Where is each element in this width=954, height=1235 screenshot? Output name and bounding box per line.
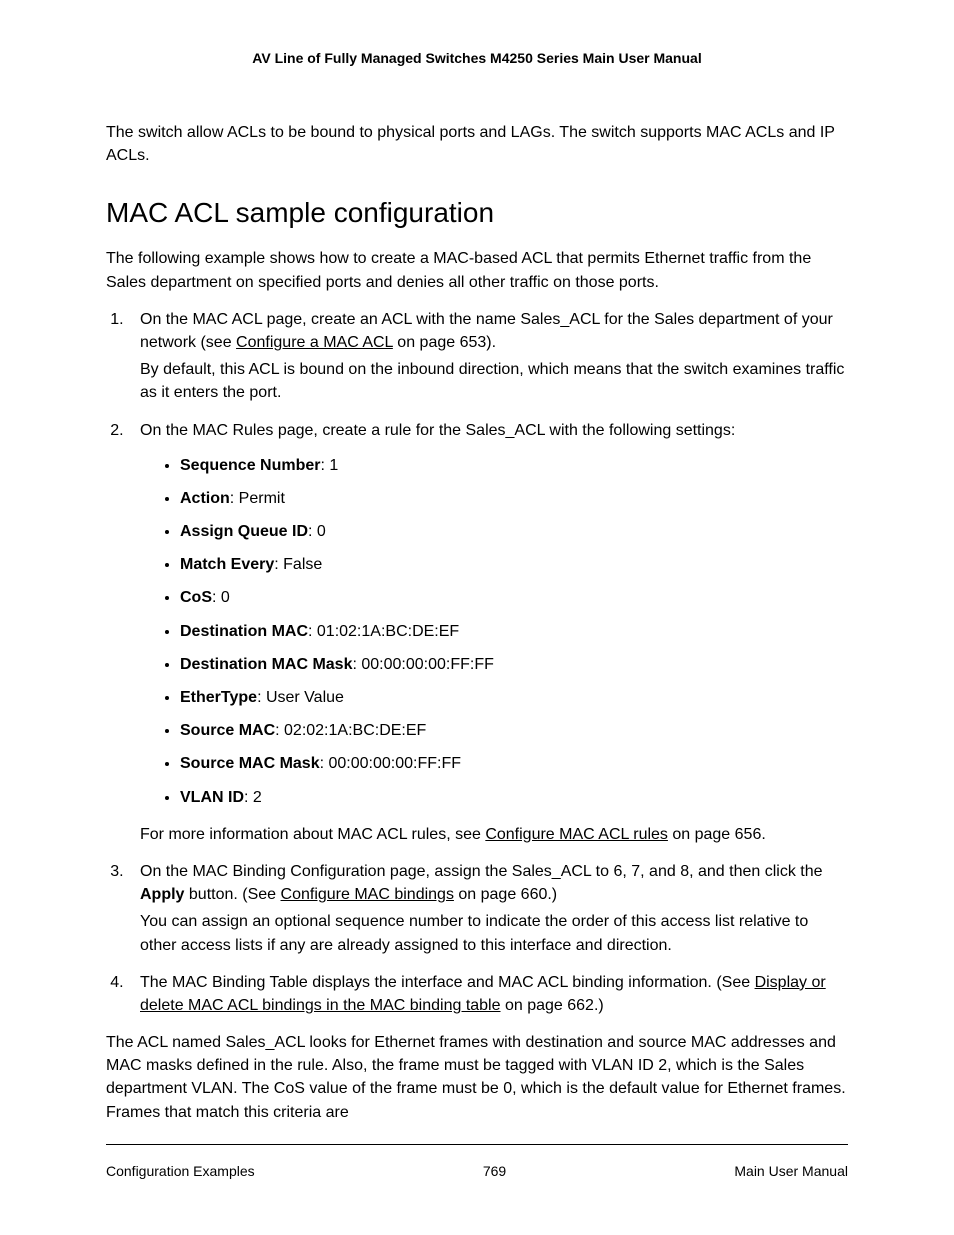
rule-label: Action bbox=[180, 490, 230, 507]
footer-divider bbox=[106, 1144, 848, 1145]
rule-item: Action: Permit bbox=[180, 487, 848, 510]
rule-value: : 1 bbox=[320, 457, 338, 474]
step2-more-post: on page 656. bbox=[668, 826, 766, 843]
rule-value: : 0 bbox=[212, 589, 230, 606]
step4-text-1: The MAC Binding Table displays the inter… bbox=[140, 974, 755, 991]
section-heading: MAC ACL sample configuration bbox=[106, 197, 848, 229]
step4-text-2: on page 662.) bbox=[501, 997, 604, 1014]
rule-label: EtherType bbox=[180, 689, 257, 706]
step3-text-2: button. (See bbox=[184, 886, 280, 903]
link-configure-mac-bindings[interactable]: Configure MAC bindings bbox=[281, 886, 454, 903]
rule-value: : User Value bbox=[257, 689, 344, 706]
closing-paragraph: The ACL named Sales_ACL looks for Ethern… bbox=[106, 1031, 848, 1124]
rule-value: : 2 bbox=[244, 789, 262, 806]
rule-item: Destination MAC: 01:02:1A:BC:DE:EF bbox=[180, 620, 848, 643]
rule-label: Assign Queue ID bbox=[180, 523, 308, 540]
link-configure-mac-acl[interactable]: Configure a MAC ACL bbox=[236, 334, 393, 351]
rule-item: EtherType: User Value bbox=[180, 686, 848, 709]
step3-text-3: on page 660.) bbox=[454, 886, 557, 903]
link-configure-mac-acl-rules[interactable]: Configure MAC ACL rules bbox=[485, 826, 668, 843]
rule-item: CoS: 0 bbox=[180, 586, 848, 609]
rule-label: Destination MAC bbox=[180, 623, 308, 640]
step-2: On the MAC Rules page, create a rule for… bbox=[128, 419, 848, 846]
rule-value: : 00:00:00:00:FF:FF bbox=[320, 755, 461, 772]
step-4: The MAC Binding Table displays the inter… bbox=[128, 971, 848, 1017]
rule-item: Match Every: False bbox=[180, 553, 848, 576]
rule-value: : Permit bbox=[230, 490, 285, 507]
lead-paragraph: The following example shows how to creat… bbox=[106, 247, 848, 293]
step2-more-pre: For more information about MAC ACL rules… bbox=[140, 826, 485, 843]
rule-item: Assign Queue ID: 0 bbox=[180, 520, 848, 543]
rule-value: : 02:02:1A:BC:DE:EF bbox=[275, 722, 426, 739]
footer-right: Main User Manual bbox=[734, 1163, 848, 1179]
step-1: On the MAC ACL page, create an ACL with … bbox=[128, 308, 848, 405]
rule-settings-list: Sequence Number: 1 Action: Permit Assign… bbox=[140, 454, 848, 809]
rule-value: : 0 bbox=[308, 523, 326, 540]
rule-label: VLAN ID bbox=[180, 789, 244, 806]
rule-item: Destination MAC Mask: 00:00:00:00:FF:FF bbox=[180, 653, 848, 676]
step2-intro: On the MAC Rules page, create a rule for… bbox=[140, 419, 848, 442]
rule-item: Source MAC Mask: 00:00:00:00:FF:FF bbox=[180, 752, 848, 775]
footer-page-number: 769 bbox=[483, 1163, 506, 1179]
page-footer: Configuration Examples 769 Main User Man… bbox=[106, 1163, 848, 1179]
step3-text-1: On the MAC Binding Configuration page, a… bbox=[140, 863, 823, 880]
rule-label: Source MAC Mask bbox=[180, 755, 320, 772]
rule-value: : 01:02:1A:BC:DE:EF bbox=[308, 623, 459, 640]
rule-label: Sequence Number bbox=[180, 457, 320, 474]
step-3: On the MAC Binding Configuration page, a… bbox=[128, 860, 848, 957]
step1-text-2: on page 653). bbox=[393, 334, 496, 351]
rule-label: CoS bbox=[180, 589, 212, 606]
rule-value: : False bbox=[274, 556, 322, 573]
page-header: AV Line of Fully Managed Switches M4250 … bbox=[106, 50, 848, 66]
rule-label: Source MAC bbox=[180, 722, 275, 739]
rule-label: Destination MAC Mask bbox=[180, 656, 352, 673]
apply-bold: Apply bbox=[140, 886, 184, 903]
step3-text-4: You can assign an optional sequence numb… bbox=[140, 910, 848, 956]
footer-left: Configuration Examples bbox=[106, 1163, 255, 1179]
steps-list: On the MAC ACL page, create an ACL with … bbox=[106, 308, 848, 1017]
rule-item: VLAN ID: 2 bbox=[180, 786, 848, 809]
rule-value: : 00:00:00:00:FF:FF bbox=[352, 656, 493, 673]
step1-text-3: By default, this ACL is bound on the inb… bbox=[140, 358, 848, 404]
rule-item: Sequence Number: 1 bbox=[180, 454, 848, 477]
rule-label: Match Every bbox=[180, 556, 274, 573]
intro-paragraph: The switch allow ACLs to be bound to phy… bbox=[106, 121, 848, 167]
rule-item: Source MAC: 02:02:1A:BC:DE:EF bbox=[180, 719, 848, 742]
